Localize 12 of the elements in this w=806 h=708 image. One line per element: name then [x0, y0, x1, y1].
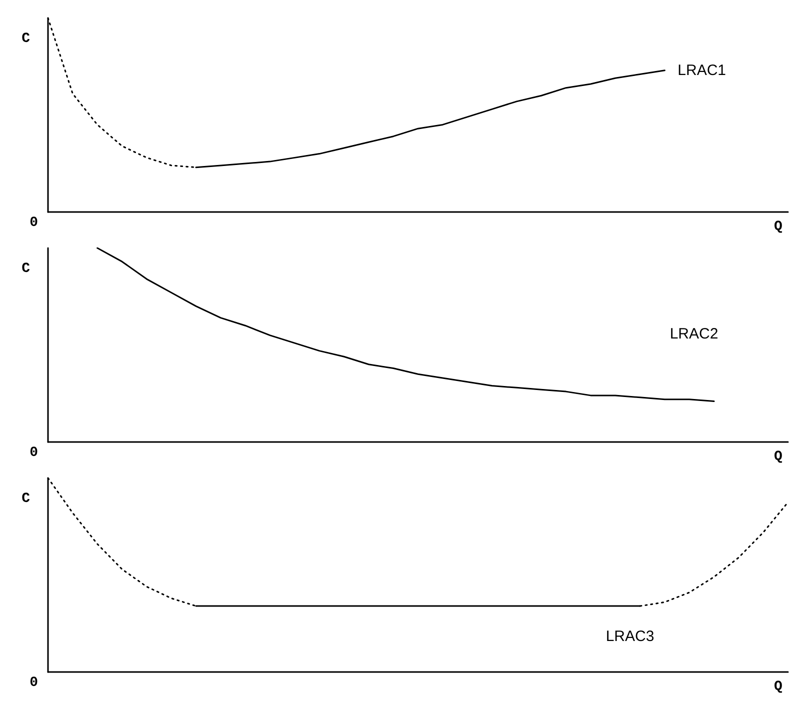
- x-axis-title: Q: [774, 219, 782, 235]
- series-label: LRAC3: [606, 628, 654, 646]
- y-axis-title: C: [22, 261, 31, 277]
- y-axis-title: C: [22, 491, 31, 507]
- text: 0: [30, 445, 38, 461]
- series-label: LRAC1: [678, 62, 726, 79]
- x-axis-title: Q: [774, 679, 782, 695]
- text: 0: [30, 215, 38, 231]
- y-axis-title: C: [22, 31, 31, 47]
- x-axis-title: Q: [774, 449, 782, 465]
- text: LRAC2: [670, 325, 718, 342]
- text: 0: [30, 675, 38, 691]
